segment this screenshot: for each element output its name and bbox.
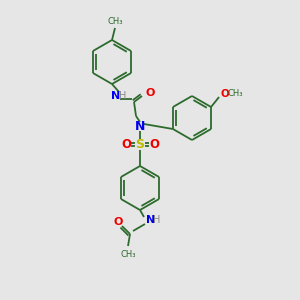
Text: O: O (113, 217, 123, 227)
Text: N: N (111, 91, 121, 101)
Text: O: O (220, 89, 229, 99)
Text: S: S (136, 137, 145, 151)
Text: O: O (121, 137, 131, 151)
Text: CH₃: CH₃ (120, 250, 136, 259)
Text: N: N (146, 215, 155, 225)
Text: CH₃: CH₃ (107, 17, 123, 26)
Text: N: N (135, 119, 145, 133)
Text: H: H (153, 215, 160, 225)
Text: O: O (146, 88, 155, 98)
Text: H: H (119, 91, 127, 101)
Text: O: O (149, 137, 159, 151)
Text: CH₃: CH₃ (227, 89, 243, 98)
